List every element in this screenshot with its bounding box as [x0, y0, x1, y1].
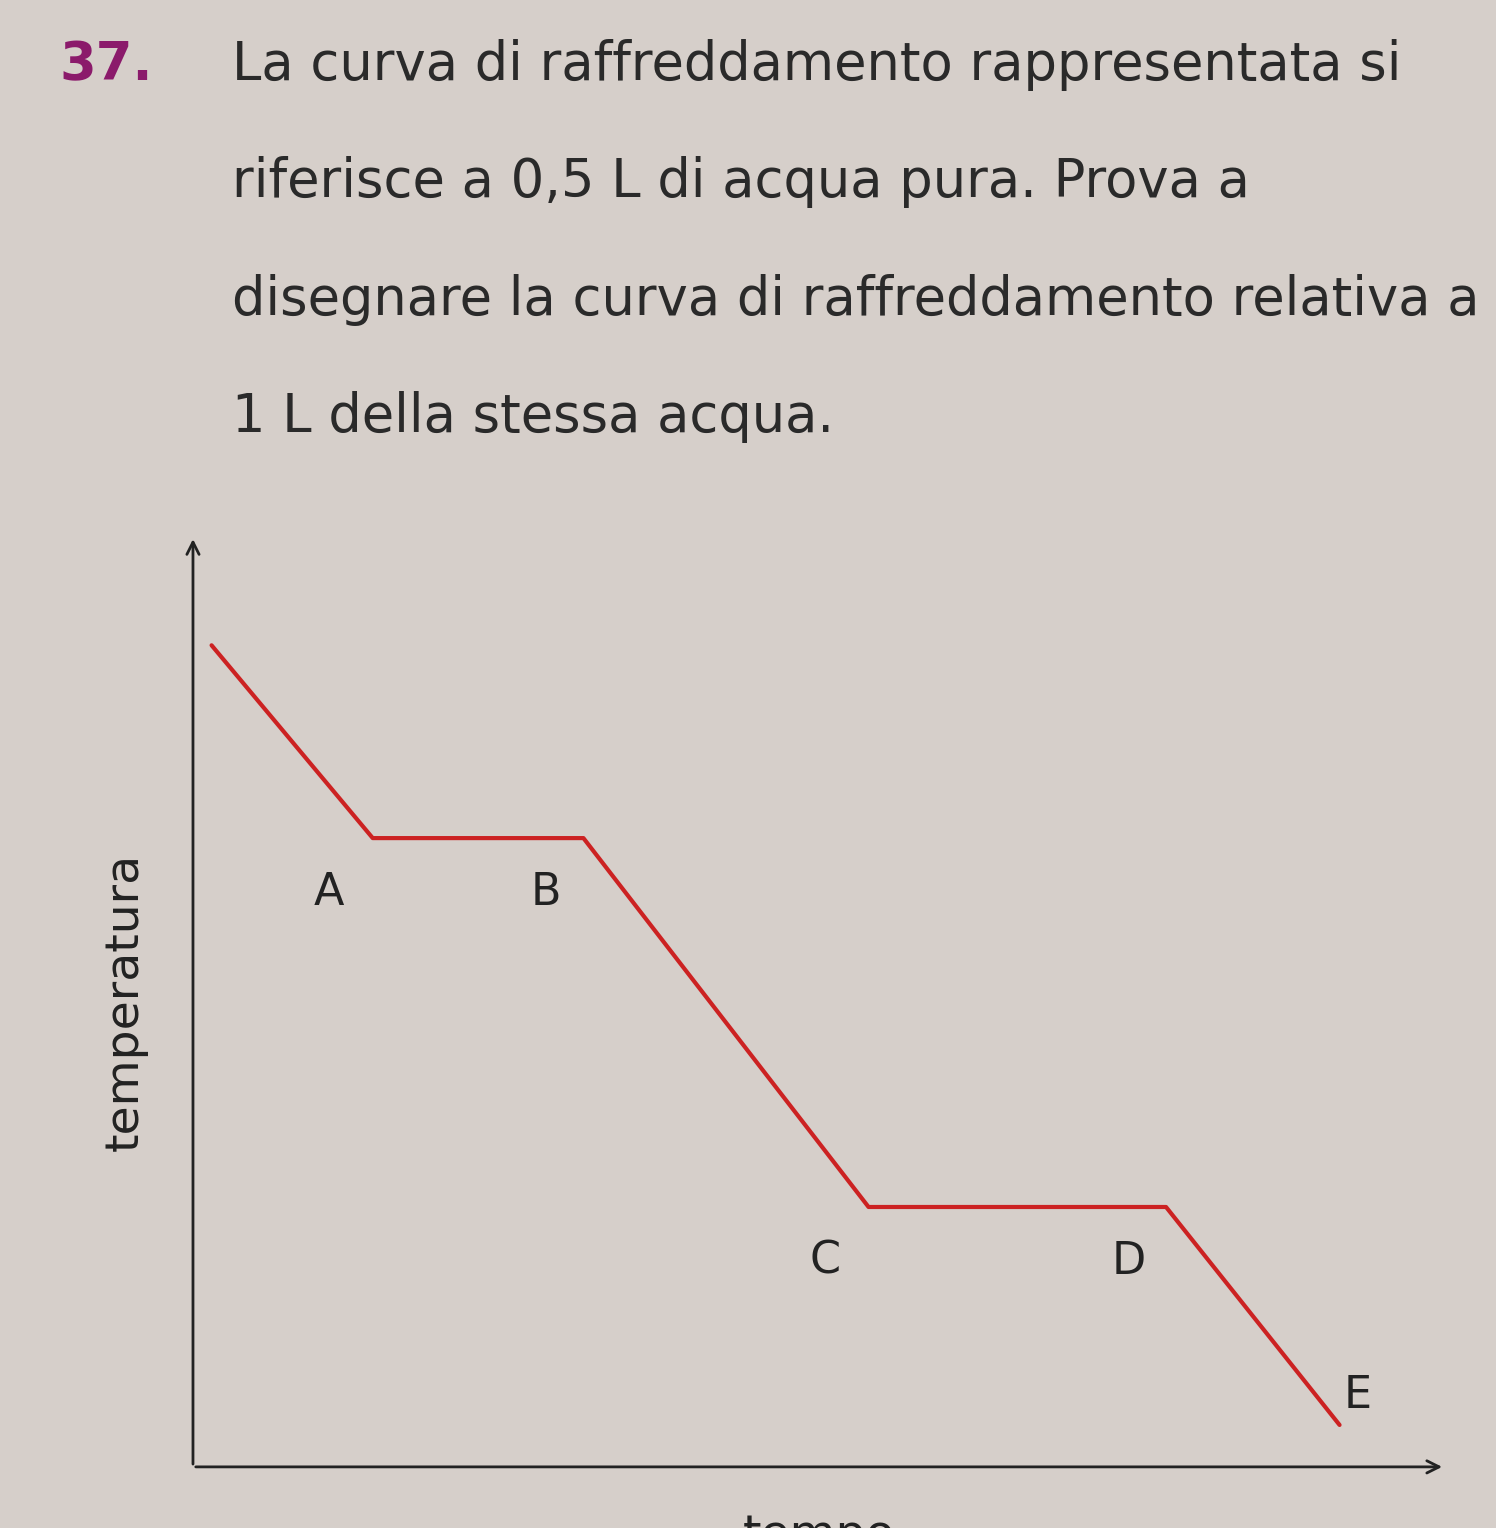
- Text: B: B: [531, 871, 561, 914]
- Text: La curva di raffreddamento rappresentata si: La curva di raffreddamento rappresentata…: [232, 40, 1402, 92]
- Text: riferisce a 0,5 L di acqua pura. Prova a: riferisce a 0,5 L di acqua pura. Prova a: [232, 156, 1249, 208]
- Text: E: E: [1343, 1374, 1372, 1416]
- Text: temperatura: temperatura: [102, 853, 147, 1151]
- Text: A: A: [314, 871, 344, 914]
- Text: 1 L della stessa acqua.: 1 L della stessa acqua.: [232, 391, 833, 443]
- Text: D: D: [1112, 1241, 1146, 1284]
- Text: tempo: tempo: [742, 1513, 895, 1528]
- Text: 37.: 37.: [60, 40, 153, 92]
- Text: C: C: [809, 1241, 841, 1284]
- Text: disegnare la curva di raffreddamento relativa a: disegnare la curva di raffreddamento rel…: [232, 274, 1480, 325]
